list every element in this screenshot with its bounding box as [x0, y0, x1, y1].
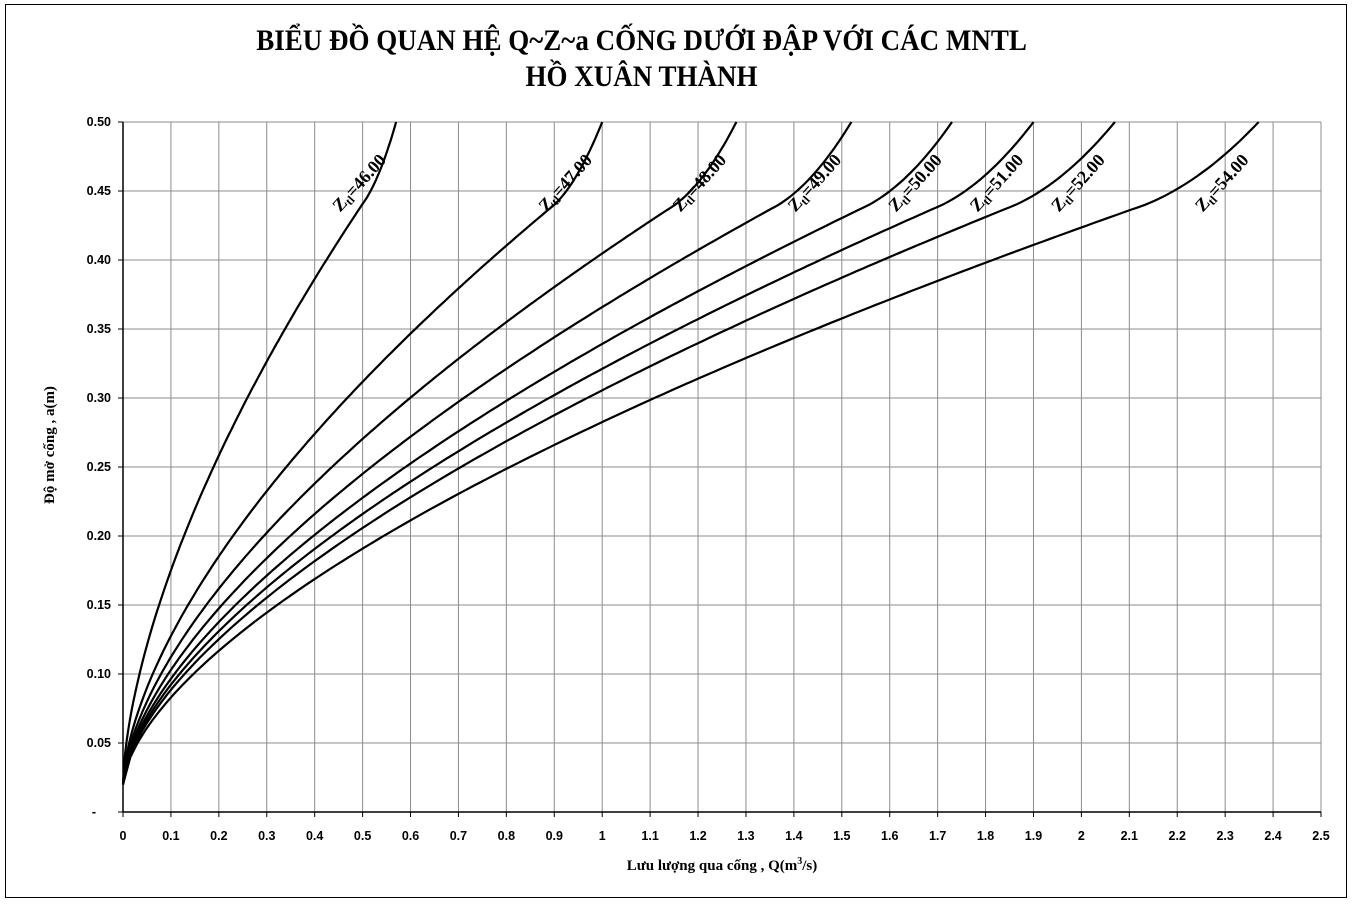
grid-lines	[122, 121, 1322, 813]
x-tick-label: 0.4	[306, 829, 323, 843]
y-tick-label: 0.10	[87, 667, 111, 681]
x-tick-label: 2.5	[1312, 829, 1329, 843]
axes	[118, 121, 1322, 817]
y-tick-label: 0.30	[87, 391, 111, 405]
x-tick-label: 2.3	[1216, 829, 1233, 843]
y-tick-label: 0.25	[87, 460, 111, 474]
x-tick-label: 1.1	[641, 829, 658, 843]
curve-line	[121, 121, 398, 785]
y-tick-label: 0.40	[87, 253, 111, 267]
x-tick-label: 2.4	[1264, 829, 1281, 843]
curve-line	[121, 121, 853, 785]
x-tick-label: 1.6	[881, 829, 898, 843]
x-tick-label: 0.8	[498, 829, 515, 843]
y-tick-label: 0.20	[87, 529, 111, 543]
x-tick-label: 1.9	[1025, 829, 1042, 843]
x-tick-label: 2.2	[1169, 829, 1186, 843]
curve-line	[121, 121, 738, 785]
x-tick-label: 0	[120, 829, 127, 843]
chart-subtitle: HỒ XUÂN THÀNH	[525, 60, 758, 93]
x-tick-label: 0.5	[354, 829, 371, 843]
x-tick-label: 1	[599, 829, 606, 843]
x-tick-label: 0.9	[546, 829, 563, 843]
curve-line	[121, 121, 953, 785]
curve-line	[121, 121, 1035, 785]
curve-labels: Ztl=46.00Ztl=47.00Ztl=48.00Ztl=49.00Ztl=…	[328, 150, 1254, 217]
y-tick-label: 0.05	[87, 736, 111, 750]
x-tick-label: 1.8	[977, 829, 994, 843]
curve-line	[121, 121, 1260, 785]
y-tick-label: 0.15	[87, 598, 111, 612]
curve-label: Ztl=47.00	[534, 150, 597, 217]
x-tick-label: 2	[1078, 829, 1085, 843]
x-tick-label: 0.2	[210, 829, 227, 843]
chart-frame	[5, 4, 1347, 898]
x-tick-label: 2.1	[1121, 829, 1138, 843]
x-tick-label: 0.1	[162, 829, 179, 843]
y-tick-label: 0.45	[87, 184, 111, 198]
y-tick-label: 0.50	[87, 115, 111, 129]
x-tick-labels: 0 0.1 0.2 0.3 0.4 0.5 0.6 0.7 0.8 0.9 1 1.1 1.2 1.3 1.…	[120, 829, 1330, 843]
curve-label: Ztl=48.00	[668, 150, 731, 217]
x-tick-label: 1.7	[929, 829, 946, 843]
curve-label: Ztl=54.00	[1191, 150, 1254, 217]
chart-title: BIỂU ĐỒ QUAN HỆ Q~Z~a CỐNG DƯỚI ĐẬP VỚI …	[256, 24, 1027, 57]
y-tick-label: -	[92, 805, 96, 819]
curve-label: Ztl=49.00	[783, 150, 846, 217]
x-tick-label: 0.6	[402, 829, 419, 843]
curve-line	[121, 121, 604, 785]
y-tick-labels: - 0.05 0.10 0.15 0.20 0.25 0.30 0.35 0.40 0.45 0.5…	[87, 115, 111, 819]
x-tick-label: 1.5	[833, 829, 850, 843]
x-tick-label: 0.7	[450, 829, 467, 843]
x-tick-label: 1.3	[737, 829, 754, 843]
curves	[121, 121, 1260, 785]
x-tick-label: 0.3	[258, 829, 275, 843]
x-axis-label: Lưu lượng qua cống , Q(m3/s)	[627, 856, 818, 874]
x-tick-label: 1.4	[785, 829, 802, 843]
x-tick-label: 1.2	[689, 829, 706, 843]
y-axis-label: Độ mở cống , a(m)	[42, 386, 58, 504]
y-tick-label: 0.35	[87, 322, 111, 336]
curve-line	[121, 121, 1116, 785]
